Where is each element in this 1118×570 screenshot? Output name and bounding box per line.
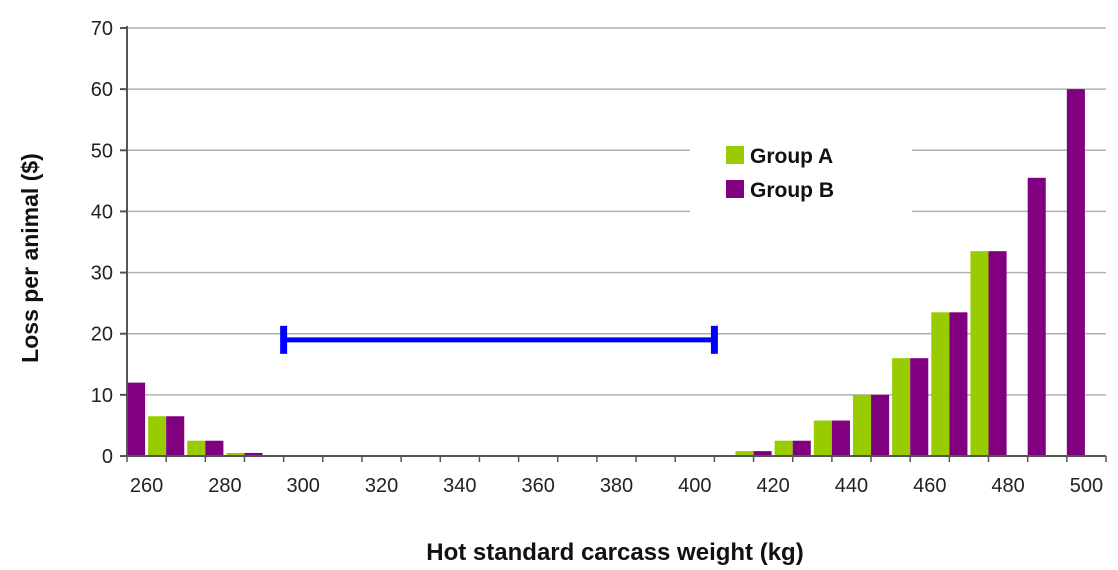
x-tick-label: 260 bbox=[130, 475, 163, 497]
bar-group-b-480 bbox=[1027, 177, 1046, 457]
y-tick-label: 10 bbox=[91, 385, 113, 407]
bar-group-a-270 bbox=[187, 440, 206, 456]
bar-group-b-490 bbox=[1066, 89, 1085, 457]
legend-swatch-group-a bbox=[726, 146, 744, 164]
bar-group-b-250 bbox=[127, 382, 146, 456]
bar-group-b-450 bbox=[910, 358, 929, 456]
y-tick-label: 0 bbox=[102, 446, 113, 468]
legend-box bbox=[690, 132, 912, 214]
bar-group-b-260 bbox=[166, 416, 185, 456]
legend-label-group-a: Group A bbox=[750, 145, 833, 168]
legend: Group A Group B bbox=[690, 132, 912, 214]
bar-group-b-420 bbox=[792, 440, 811, 456]
bar-group-a-440 bbox=[852, 394, 872, 456]
legend-label-group-b: Group B bbox=[750, 179, 834, 202]
bar-group-b-440 bbox=[871, 394, 890, 456]
x-tick-label: 380 bbox=[600, 475, 633, 497]
x-tick-label: 320 bbox=[365, 475, 398, 497]
tick-labels: 0 10 20 30 40 50 60 70 260 280 300 320 340 360 380 400 4… bbox=[91, 18, 1103, 497]
x-tick-label: 440 bbox=[835, 475, 868, 497]
y-tick-label: 60 bbox=[91, 79, 113, 101]
y-axis-title: Loss per animal ($) bbox=[17, 153, 43, 363]
bars bbox=[127, 89, 1085, 457]
bar-group-a-260 bbox=[148, 416, 167, 456]
bar-group-b-410 bbox=[753, 451, 772, 456]
bar-group-b-470 bbox=[988, 251, 1007, 456]
x-tick-label: 280 bbox=[208, 475, 241, 497]
x-tick-label: 480 bbox=[991, 475, 1024, 497]
y-tick-label: 70 bbox=[91, 18, 113, 40]
bar-group-a-410 bbox=[735, 451, 754, 456]
bar-group-b-270 bbox=[205, 440, 224, 456]
bar-group-b-430 bbox=[831, 420, 850, 456]
x-tick-label: 500 bbox=[1070, 475, 1103, 497]
gridlines bbox=[127, 27, 1106, 396]
bar-group-a-430 bbox=[813, 420, 832, 456]
x-tick-label: 340 bbox=[443, 475, 476, 497]
bar-group-b-280 bbox=[244, 452, 263, 456]
bar-group-a-450 bbox=[892, 358, 911, 456]
x-tick-label: 300 bbox=[287, 475, 320, 497]
bar-group-a-470 bbox=[970, 251, 989, 456]
y-tick-label: 20 bbox=[91, 324, 113, 346]
y-tick-label: 30 bbox=[91, 263, 113, 285]
x-tick-label: 400 bbox=[678, 475, 711, 497]
annotations bbox=[280, 325, 718, 354]
bar-group-a-280 bbox=[226, 452, 245, 456]
bar-group-a-460 bbox=[931, 312, 950, 456]
legend-swatch-group-b bbox=[726, 180, 744, 198]
bar-group-b-460 bbox=[949, 312, 968, 456]
y-tick-label: 40 bbox=[91, 201, 113, 223]
x-tick-label: 420 bbox=[756, 475, 789, 497]
axes bbox=[120, 26, 1107, 462]
x-axis-title: Hot standard carcass weight (kg) bbox=[426, 539, 803, 566]
y-tick-label: 50 bbox=[91, 140, 113, 162]
x-tick-label: 460 bbox=[913, 475, 946, 497]
bar-group-a-420 bbox=[774, 440, 793, 456]
x-tick-label: 360 bbox=[521, 475, 554, 497]
